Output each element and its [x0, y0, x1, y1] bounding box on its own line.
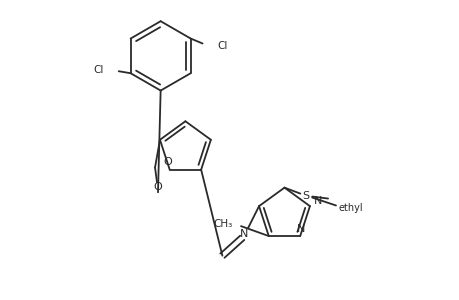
Text: Cl: Cl	[93, 65, 104, 75]
Text: CH₃: CH₃	[213, 219, 233, 229]
Text: O: O	[153, 182, 162, 192]
Text: N: N	[240, 229, 248, 239]
Text: S: S	[302, 190, 309, 201]
Text: N: N	[313, 196, 321, 206]
Text: Cl: Cl	[217, 41, 227, 52]
Text: N: N	[297, 224, 305, 234]
Text: O: O	[163, 157, 172, 167]
Text: ethyl: ethyl	[338, 203, 363, 214]
